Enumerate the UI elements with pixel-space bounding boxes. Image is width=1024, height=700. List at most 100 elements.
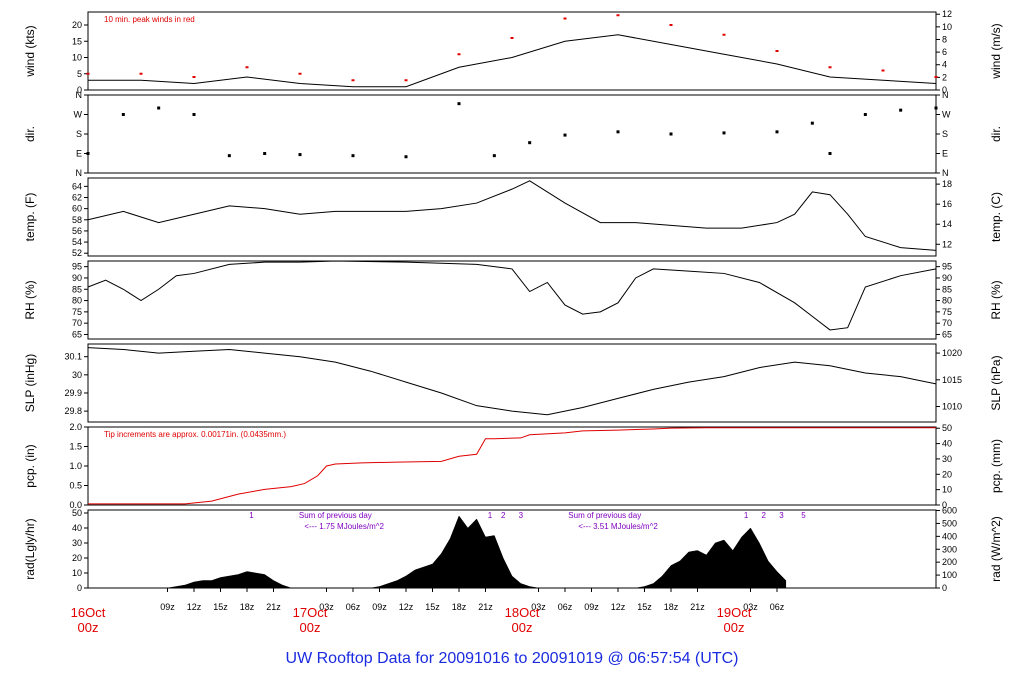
- left-tick-label-slp: 30: [72, 370, 82, 380]
- peak-wind-point: [722, 33, 726, 36]
- dir-point: [157, 106, 161, 110]
- peak-wind-point: [563, 17, 567, 20]
- peak-wind-point: [404, 79, 408, 82]
- y-axis-label-left-dir: dir.: [23, 126, 37, 142]
- y-axis-label-left-temp: temp. (F): [23, 193, 37, 242]
- y-axis-label-left-pcp: pcp. (in): [23, 444, 37, 487]
- right-tick-label-temp: 18: [942, 179, 952, 189]
- peak-wind-point: [86, 72, 90, 75]
- day-label-date: 16Oct: [71, 605, 106, 620]
- series-line-slp: [87, 347, 937, 416]
- right-tick-label-rad: 500: [942, 518, 957, 528]
- rad-area: [149, 515, 787, 589]
- right-tick-label-dir: S: [942, 129, 948, 139]
- x-tick-label: 06z: [770, 602, 785, 612]
- panel-frame-wind: [87, 11, 937, 91]
- x-tick-label: 03z: [319, 602, 334, 612]
- peak-wind-point: [192, 76, 196, 78]
- dir-point: [528, 141, 532, 145]
- left-tick-label-temp: 54: [72, 237, 82, 247]
- x-tick-label: 15z: [637, 602, 652, 612]
- annotation-pcp: Tip increments are approx. 0.00171in. (0…: [104, 430, 286, 439]
- day-label-time: 00z: [724, 620, 745, 635]
- left-tick-label-pcp: 0.0: [69, 500, 82, 510]
- left-tick-label-temp: 64: [72, 181, 82, 191]
- left-tick-label-rh: 90: [72, 273, 82, 283]
- left-tick-label-temp: 52: [72, 248, 82, 258]
- left-tick-label-pcp: 2.0: [69, 422, 82, 432]
- left-tick-label-dir: N: [76, 168, 83, 178]
- right-tick-label-rh: 70: [942, 318, 952, 328]
- left-tick-label-rh: 70: [72, 318, 82, 328]
- left-tick-label-rh: 80: [72, 296, 82, 306]
- x-tick-label: 21z: [266, 602, 281, 612]
- y-axis-label-left-wind: wind (kts): [23, 25, 37, 77]
- y-axis-label-right-rad: rad (W/m^2): [989, 516, 1003, 582]
- x-tick-label: 03z: [531, 602, 546, 612]
- right-tick-label-rad: 400: [942, 531, 957, 541]
- dir-point: [899, 108, 903, 112]
- dir-point: [86, 152, 90, 155]
- x-tick-label: 15z: [425, 602, 440, 612]
- left-tick-label-wind: 5: [77, 69, 82, 79]
- rad-annotation: 5: [801, 511, 806, 520]
- y-axis-label-right-temp: temp. (C): [989, 192, 1003, 242]
- right-tick-label-pcp: 0: [942, 500, 947, 510]
- y-axis-label-right-slp: SLP (hPa): [989, 355, 1003, 410]
- y-axis-label-right-pcp: pcp. (mm): [989, 439, 1003, 493]
- y-axis-label-right-wind: wind (m/s): [989, 23, 1003, 79]
- dir-point: [404, 155, 408, 159]
- right-tick-label-temp: 16: [942, 199, 952, 209]
- left-tick-label-wind: 20: [72, 20, 82, 30]
- left-tick-label-slp: 30.1: [64, 352, 82, 362]
- left-tick-label-wind: 10: [72, 53, 82, 63]
- right-tick-label-temp: 12: [942, 239, 952, 249]
- right-tick-label-rh: 95: [942, 262, 952, 272]
- right-tick-label-rad: 600: [942, 506, 957, 516]
- rad-annotation: 3: [779, 511, 784, 520]
- left-tick-label-temp: 62: [72, 193, 82, 203]
- left-tick-label-wind: 0: [77, 85, 82, 95]
- right-tick-label-wind: 2: [942, 72, 947, 82]
- right-tick-label-rad: 100: [942, 570, 957, 580]
- dir-point: [863, 113, 867, 116]
- left-tick-label-rad: 10: [72, 568, 82, 578]
- right-tick-label-pcp: 10: [942, 485, 952, 495]
- right-tick-label-rad: 200: [942, 557, 957, 567]
- annotation-wind: 10 min. peak winds in red: [104, 15, 195, 24]
- left-tick-label-temp: 60: [72, 204, 82, 214]
- right-tick-label-pcp: 50: [942, 423, 952, 433]
- x-tick-label: 06z: [346, 602, 361, 612]
- right-tick-label-temp: 14: [942, 219, 952, 229]
- rad-annotation: 2: [762, 511, 767, 520]
- dir-point: [810, 121, 814, 125]
- y-axis-label-left-rh: RH (%): [23, 280, 37, 319]
- left-tick-label-rad: 30: [72, 538, 82, 548]
- left-tick-label-pcp: 1.5: [69, 442, 82, 452]
- right-tick-label-rh: 75: [942, 307, 952, 317]
- dir-point: [227, 154, 231, 158]
- x-tick-label: 21z: [690, 602, 705, 612]
- right-tick-label-rad: 0: [942, 583, 947, 593]
- day-label-date: 17Oct: [293, 605, 328, 620]
- rad-annotation: Sum of previous day: [568, 511, 641, 520]
- y-axis-label-right-rh: RH (%): [989, 280, 1003, 319]
- right-tick-label-wind: 10: [942, 22, 952, 32]
- x-tick-label: 03z: [743, 602, 758, 612]
- peak-wind-point: [775, 50, 779, 52]
- right-tick-label-rh: 85: [942, 284, 952, 294]
- peak-wind-point: [457, 53, 461, 56]
- panel-frame-temp: [87, 177, 937, 257]
- panel-frame-dir: [87, 94, 937, 174]
- peak-wind-point: [298, 72, 302, 75]
- left-tick-label-slp: 29.8: [64, 406, 82, 416]
- x-tick-label: 18z: [664, 602, 679, 612]
- rad-annotation: 1: [249, 511, 254, 520]
- series-line-temp: [87, 180, 937, 251]
- x-tick-label: 09z: [584, 602, 599, 612]
- dir-point: [669, 132, 673, 136]
- peak-wind-point: [669, 24, 673, 26]
- rad-annotation: <--- 3.51 MJoules/m^2: [578, 522, 658, 531]
- peak-wind-point: [510, 37, 514, 39]
